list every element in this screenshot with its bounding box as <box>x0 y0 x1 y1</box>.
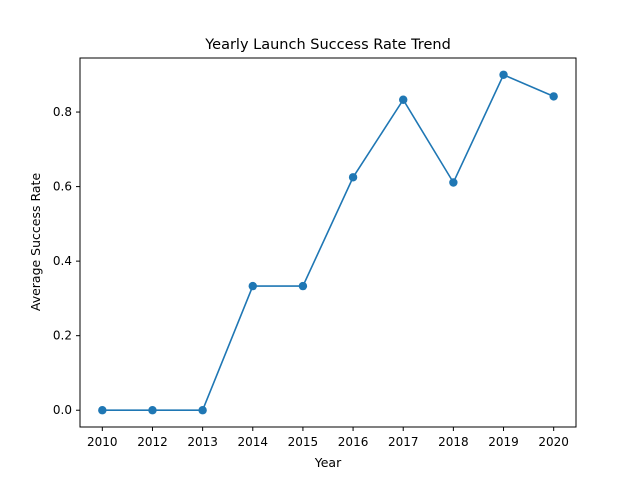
y-tick-label: 0.6 <box>53 180 72 194</box>
data-point <box>348 173 358 182</box>
data-point <box>198 406 207 415</box>
x-axis: 2010 2012 2013 2014 2015 2016 2017 2018 2019 2020 <box>87 427 569 449</box>
y-tick-label: 0.2 <box>53 329 72 343</box>
data-point <box>298 281 308 291</box>
x-tick-label: 2020 <box>538 435 569 449</box>
y-axis: 0.0 0.2 0.4 0.6 0.8 <box>53 105 80 417</box>
chart-title: Yearly Launch Success Rate Trend <box>204 37 451 53</box>
x-tick-label: 2015 <box>288 435 319 449</box>
x-tick-label: 2019 <box>488 435 519 449</box>
data-point <box>98 406 107 415</box>
data-point <box>549 92 558 101</box>
y-tick-label: 0.8 <box>53 105 72 119</box>
data-point <box>248 281 257 291</box>
x-tick-label: 2017 <box>388 435 419 449</box>
y-axis-label: Average Success Rate <box>28 173 43 312</box>
x-tick-label: 2012 <box>137 435 168 449</box>
x-tick-label: 2016 <box>338 435 369 449</box>
series-line <box>102 73 554 412</box>
y-tick-label: 0.4 <box>53 254 72 268</box>
x-tick-label: 2018 <box>438 435 469 449</box>
x-axis-label: Year <box>314 455 342 470</box>
axes-frame <box>79 57 577 428</box>
y-tick-label: 0.0 <box>53 403 72 417</box>
x-tick-label: 2014 <box>237 435 268 449</box>
data-point <box>499 70 508 79</box>
data-point <box>148 406 157 415</box>
data-point <box>399 95 408 104</box>
data-point <box>449 178 458 187</box>
plot-area <box>98 70 558 415</box>
x-tick-label: 2010 <box>87 435 118 449</box>
x-tick-label: 2013 <box>187 435 218 449</box>
